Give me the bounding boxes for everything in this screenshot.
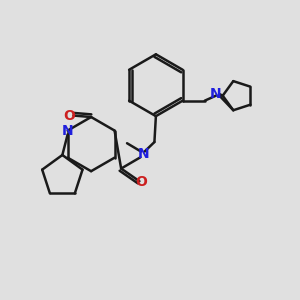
Text: O: O: [63, 109, 75, 122]
Text: N: N: [210, 87, 222, 101]
Text: N: N: [62, 124, 74, 138]
Text: O: O: [135, 175, 147, 189]
Text: N: N: [137, 147, 149, 161]
